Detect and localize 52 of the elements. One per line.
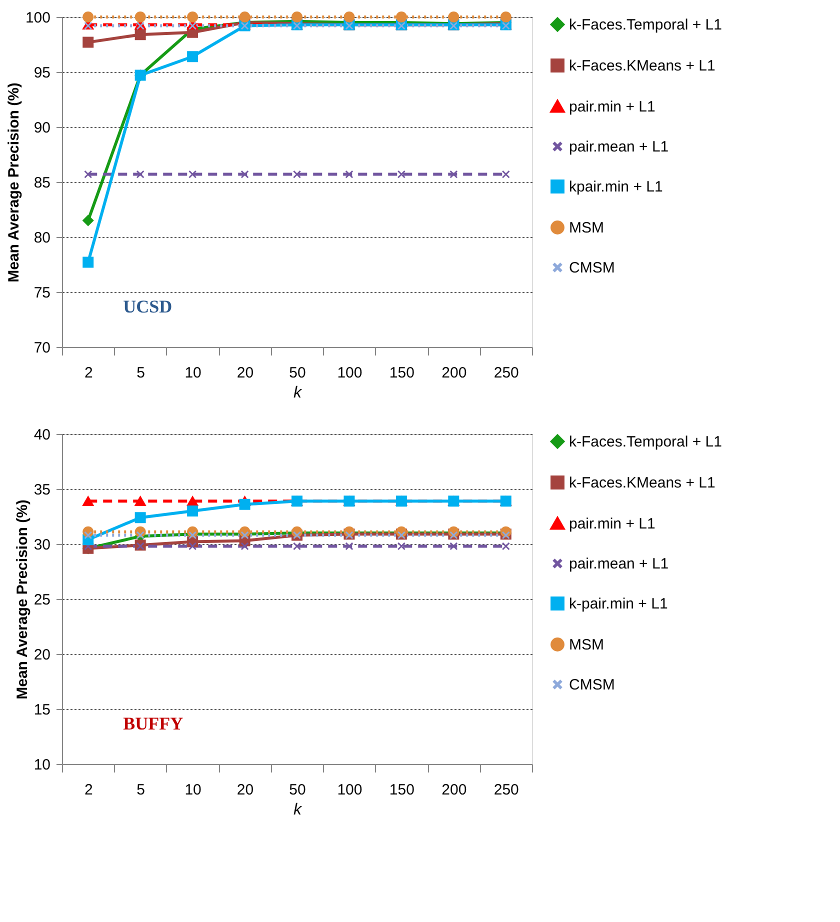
legend-label: kpair.min + L1: [569, 178, 663, 196]
y-tick-label: 20: [34, 646, 50, 664]
y-tick-label: 85: [34, 174, 50, 192]
annotation: BUFFY: [123, 713, 184, 734]
x-axis-title: k: [294, 802, 302, 818]
x-tick-label: 200: [442, 364, 467, 382]
y-tick-label: 70: [34, 340, 50, 356]
x-tick-label: 250: [494, 364, 519, 382]
x-tick-label: 50: [289, 782, 306, 798]
legend-label: CMSM: [569, 676, 615, 694]
legend-label: CMSM: [569, 260, 615, 276]
legend-label: pair.mean + L1: [569, 556, 669, 572]
x-tick-label: 150: [389, 364, 414, 382]
y-tick-label: 10: [34, 756, 50, 774]
legend-label: k-Faces.KMeans + L1: [569, 474, 716, 492]
legend-label: pair.min + L1: [569, 98, 656, 116]
y-tick-label: 15: [34, 702, 50, 718]
legend-label: pair.min + L1: [569, 516, 656, 532]
x-tick-label: 20: [236, 364, 254, 382]
legend-label: k-pair.min + L1: [569, 596, 668, 612]
legend-label: pair.mean + L1: [569, 138, 669, 156]
x-tick-label: 50: [289, 364, 306, 382]
y-tick-label: 30: [34, 536, 50, 554]
x-tick-label: 150: [389, 782, 414, 798]
x-tick-label: 100: [337, 364, 362, 382]
y-tick-label: 80: [34, 230, 50, 246]
y-tick-label: 75: [34, 284, 50, 302]
x-tick-label: 2: [84, 782, 93, 798]
y-axis-title: Mean Average Precision (%): [5, 82, 22, 282]
legend-label: k-Faces.KMeans + L1: [569, 58, 716, 74]
x-tick-label: 250: [494, 782, 519, 798]
x-tick-label: 5: [136, 364, 146, 382]
y-tick-label: 95: [34, 64, 50, 82]
x-tick-label: 100: [337, 782, 362, 798]
x-tick-label: 20: [236, 782, 254, 798]
x-tick-label: 200: [442, 782, 467, 798]
y-tick-label: 35: [34, 482, 50, 498]
y-tick-label: 40: [34, 426, 50, 444]
legend-label: k-Faces.Temporal + L1: [569, 16, 722, 34]
legend-label: MSM: [569, 636, 604, 654]
y-axis-title: Mean Average Precision (%): [14, 500, 31, 700]
legend-label: k-Faces.Temporal + L1: [569, 434, 722, 450]
y-tick-label: 90: [34, 120, 50, 136]
legend-label: MSM: [569, 220, 604, 236]
x-tick-label: 5: [136, 782, 146, 798]
x-axis-title: k: [294, 384, 302, 402]
y-tick-label: 25: [34, 592, 50, 608]
y-tick-label: 100: [25, 10, 50, 26]
x-tick-label: 10: [184, 364, 202, 382]
x-tick-label: 10: [184, 782, 202, 798]
annotation: UCSD: [123, 296, 172, 316]
x-tick-label: 2: [84, 364, 93, 382]
